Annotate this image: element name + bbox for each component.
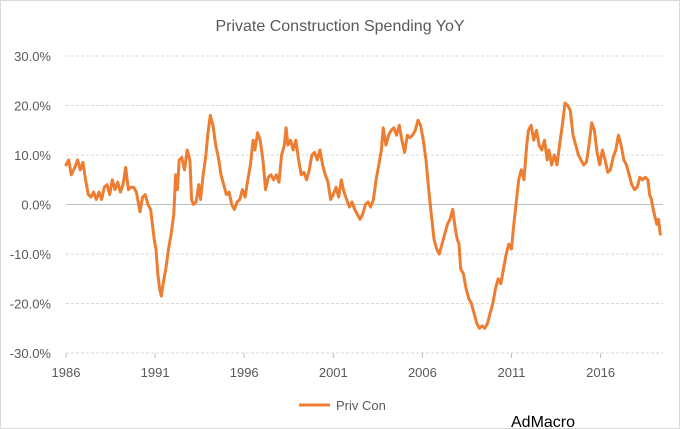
- x-axis-tick-labels: 1986 1991 1996 2001 2006 2011 2016: [52, 365, 616, 380]
- x-axis: [65, 204, 663, 358]
- series-layer: [64, 101, 662, 330]
- y-tick-label: -30.0%: [10, 346, 52, 361]
- watermark-text: AdMacro: [511, 414, 575, 428]
- y-axis-tick-labels: -30.0% -20.0% -10.0% 0.0% 10.0% 20.0% 30.0%: [10, 49, 52, 361]
- chart-title: Private Construction Spending YoY: [215, 18, 464, 35]
- y-tick-label: 20.0%: [14, 99, 51, 114]
- y-tick-label: 10.0%: [14, 148, 51, 163]
- x-tick-label: 2011: [498, 365, 526, 380]
- y-tick-label: 30.0%: [14, 49, 51, 64]
- series-line-priv-con: [64, 101, 662, 330]
- x-tick-label: 1996: [230, 365, 259, 380]
- y-tick-label: 0.0%: [21, 198, 51, 213]
- legend-label-priv-con: Priv Con: [336, 398, 386, 413]
- y-tick-label: -10.0%: [10, 247, 52, 262]
- x-tick-label: 1986: [52, 365, 81, 380]
- x-tick-label: 1991: [141, 365, 170, 380]
- y-tick-label: -20.0%: [10, 297, 52, 312]
- x-tick-label: 2001: [319, 365, 348, 380]
- x-tick-label: 2006: [408, 365, 437, 380]
- x-tick-label: 2016: [586, 365, 615, 380]
- legend: Priv Con: [299, 398, 386, 413]
